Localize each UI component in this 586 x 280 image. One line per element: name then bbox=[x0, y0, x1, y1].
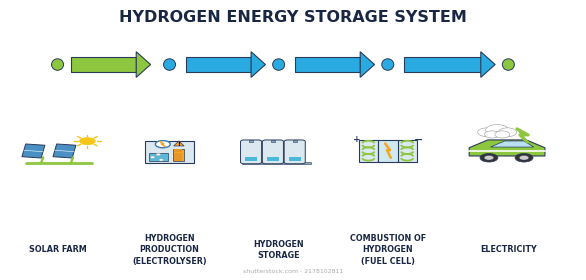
Text: HYDROGEN ENERGY STORAGE SYSTEM: HYDROGEN ENERGY STORAGE SYSTEM bbox=[119, 10, 467, 25]
Circle shape bbox=[498, 128, 517, 137]
Ellipse shape bbox=[502, 59, 515, 70]
Circle shape bbox=[155, 141, 171, 148]
Text: HYDROGEN
STORAGE: HYDROGEN STORAGE bbox=[253, 239, 304, 260]
Bar bbox=[249, 140, 253, 142]
Bar bbox=[267, 157, 279, 161]
Polygon shape bbox=[360, 52, 374, 77]
Circle shape bbox=[519, 155, 529, 160]
Polygon shape bbox=[136, 52, 151, 77]
Bar bbox=[359, 140, 378, 162]
Polygon shape bbox=[53, 144, 76, 158]
Bar bbox=[173, 149, 184, 161]
Bar bbox=[245, 157, 257, 161]
Text: −: − bbox=[414, 135, 423, 145]
Circle shape bbox=[486, 125, 509, 136]
Bar bbox=[289, 157, 301, 161]
Text: SOLAR FARM: SOLAR FARM bbox=[29, 245, 86, 254]
Circle shape bbox=[478, 128, 496, 137]
Ellipse shape bbox=[52, 59, 63, 70]
Polygon shape bbox=[295, 57, 360, 72]
Polygon shape bbox=[517, 129, 528, 142]
Circle shape bbox=[79, 137, 96, 145]
Circle shape bbox=[480, 153, 498, 162]
Text: COMBUSTION OF
HYDROGEN
(FUEL CELL): COMBUSTION OF HYDROGEN (FUEL CELL) bbox=[350, 234, 426, 266]
FancyBboxPatch shape bbox=[263, 140, 284, 164]
FancyBboxPatch shape bbox=[240, 140, 261, 164]
Polygon shape bbox=[173, 141, 184, 146]
Circle shape bbox=[159, 159, 163, 161]
Bar bbox=[174, 153, 182, 157]
Text: +: + bbox=[353, 135, 361, 144]
Bar bbox=[397, 140, 417, 162]
Text: !: ! bbox=[178, 142, 180, 147]
Polygon shape bbox=[251, 52, 265, 77]
Circle shape bbox=[485, 131, 499, 138]
Bar bbox=[292, 140, 297, 142]
Circle shape bbox=[515, 153, 533, 162]
Polygon shape bbox=[71, 57, 136, 72]
Polygon shape bbox=[481, 52, 495, 77]
Text: HYDROGEN
PRODUCTION
(ELECTROLYSER): HYDROGEN PRODUCTION (ELECTROLYSER) bbox=[132, 234, 207, 266]
Polygon shape bbox=[469, 140, 545, 156]
Bar bbox=[242, 162, 311, 164]
Text: shutterstock.com · 2178102811: shutterstock.com · 2178102811 bbox=[243, 269, 343, 274]
FancyBboxPatch shape bbox=[284, 140, 305, 164]
Text: ELECTRICITY: ELECTRICITY bbox=[480, 245, 537, 254]
Bar bbox=[378, 140, 397, 162]
Ellipse shape bbox=[272, 59, 285, 70]
Ellipse shape bbox=[381, 59, 394, 70]
Polygon shape bbox=[186, 57, 251, 72]
Circle shape bbox=[495, 131, 510, 138]
Bar bbox=[174, 149, 182, 153]
Ellipse shape bbox=[163, 59, 176, 70]
Bar bbox=[174, 157, 182, 161]
Circle shape bbox=[156, 153, 161, 155]
Circle shape bbox=[151, 156, 155, 158]
Bar bbox=[145, 141, 194, 163]
Bar bbox=[271, 140, 275, 142]
Bar bbox=[149, 153, 168, 161]
Polygon shape bbox=[404, 57, 481, 72]
Polygon shape bbox=[490, 141, 534, 147]
Polygon shape bbox=[22, 144, 45, 158]
Circle shape bbox=[484, 155, 494, 160]
